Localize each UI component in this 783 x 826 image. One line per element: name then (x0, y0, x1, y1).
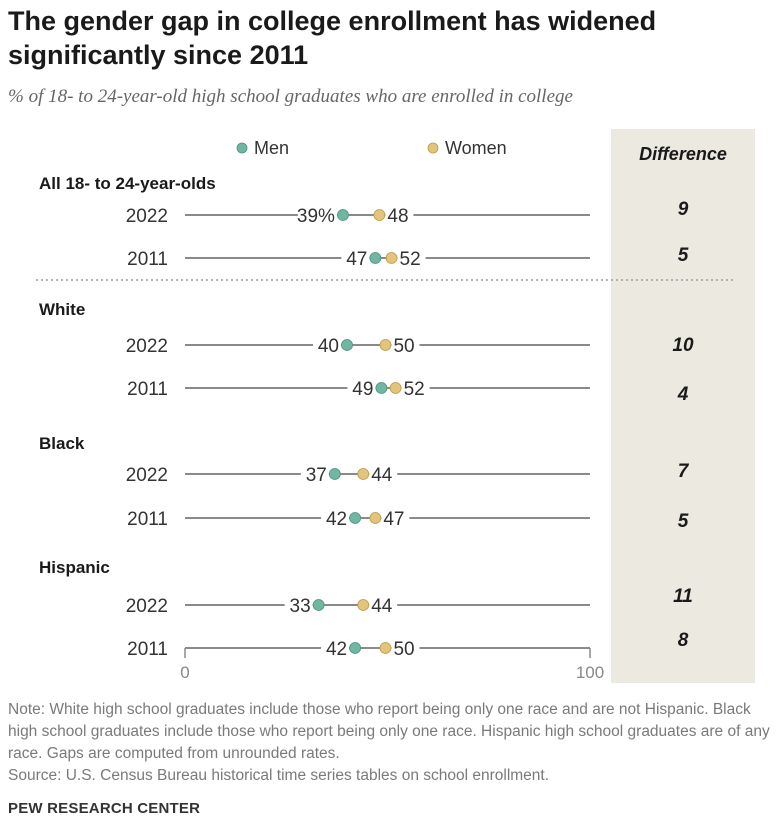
legend-label-men: Men (254, 138, 289, 158)
x-tick-label: 100 (576, 663, 604, 682)
year-label: 2022 (126, 596, 168, 617)
group-label: All 18- to 24-year-olds (39, 174, 216, 193)
legend-label-women: Women (445, 138, 507, 158)
label-bg (341, 248, 370, 268)
label-bg (321, 638, 350, 658)
men-value-label: 40 (318, 336, 339, 357)
label-bg (347, 378, 376, 398)
men-dot (349, 642, 362, 654)
label-bg (401, 378, 430, 398)
difference-value: 8 (678, 630, 689, 651)
label-bg (313, 335, 341, 355)
chart-title: The gender gap in college enrollment has… (8, 6, 657, 70)
women-value-label: 48 (387, 206, 408, 227)
label-bg (297, 205, 337, 225)
men-value-label: 47 (346, 249, 367, 270)
men-value-label: 33 (290, 596, 311, 617)
year-label: 2011 (127, 249, 168, 270)
men-dot (349, 512, 362, 524)
label-bg (397, 248, 426, 268)
women-value-label: 47 (383, 509, 404, 530)
women-dot (379, 642, 392, 654)
women-value-label: 44 (371, 596, 393, 617)
difference-value: 5 (678, 245, 689, 266)
brand-logo-text: PEW RESEARCH CENTER (8, 800, 201, 817)
label-bg (284, 595, 313, 615)
women-value-label: 50 (393, 336, 414, 357)
x-tick-label: 0 (180, 663, 189, 682)
group-label: White (39, 300, 85, 319)
difference-value: 7 (678, 461, 690, 482)
year-label: 2011 (127, 509, 168, 530)
difference-value: 10 (672, 335, 694, 356)
year-label: 2022 (126, 206, 168, 227)
women-value-label: 50 (393, 639, 414, 660)
label-bg (321, 508, 350, 528)
group-label: Black (39, 434, 85, 453)
label-bg (300, 464, 329, 484)
label-bg (391, 638, 420, 658)
year-label: 2022 (126, 465, 168, 486)
women-dot (357, 468, 370, 480)
women-dot (389, 382, 402, 394)
label-bg (381, 508, 410, 528)
difference-value: 4 (677, 384, 689, 405)
difference-value: 11 (673, 586, 693, 607)
women-value-label: 52 (400, 249, 421, 270)
dot-plot: Difference Men Women All 18- to 24-year-old… (36, 129, 755, 683)
difference-header: Difference (639, 144, 727, 164)
women-dot (373, 209, 386, 221)
label-bg (369, 464, 398, 484)
label-bg (391, 335, 420, 355)
women-dot (369, 512, 382, 524)
women-dot (379, 339, 392, 351)
men-value-label: 49 (352, 379, 373, 400)
label-bg (369, 595, 398, 615)
women-value-label: 52 (404, 379, 425, 400)
label-bg (385, 205, 414, 225)
women-dot (357, 599, 370, 611)
men-value-label: 42 (326, 639, 347, 660)
men-dot (369, 252, 382, 264)
men-value-label: 37 (306, 465, 327, 486)
year-label: 2022 (126, 336, 168, 357)
men-dot (341, 339, 353, 351)
difference-panel (611, 129, 755, 683)
men-dot (328, 468, 341, 480)
difference-value: 9 (678, 199, 689, 220)
chart-subtitle: % of 18- to 24-year-old high school grad… (8, 86, 573, 107)
men-dot (337, 209, 349, 221)
legend-marker-men (236, 142, 248, 154)
difference-value: 5 (678, 511, 689, 532)
year-label: 2011 (127, 379, 168, 400)
men-dot (312, 599, 325, 611)
year-label: 2011 (127, 639, 168, 660)
chart-note: Note: White high school graduates includ… (8, 699, 778, 787)
women-dot (385, 252, 398, 264)
women-value-label: 44 (371, 465, 393, 486)
source-text: Source: U.S. Census Bureau historical ti… (8, 767, 550, 784)
group-label: Hispanic (39, 558, 110, 577)
men-dot (375, 382, 388, 394)
men-value-label: 39% (297, 206, 335, 227)
legend-marker-women (427, 142, 439, 154)
men-value-label: 42 (326, 509, 347, 530)
note-text: Note: White high school graduates includ… (8, 701, 770, 762)
